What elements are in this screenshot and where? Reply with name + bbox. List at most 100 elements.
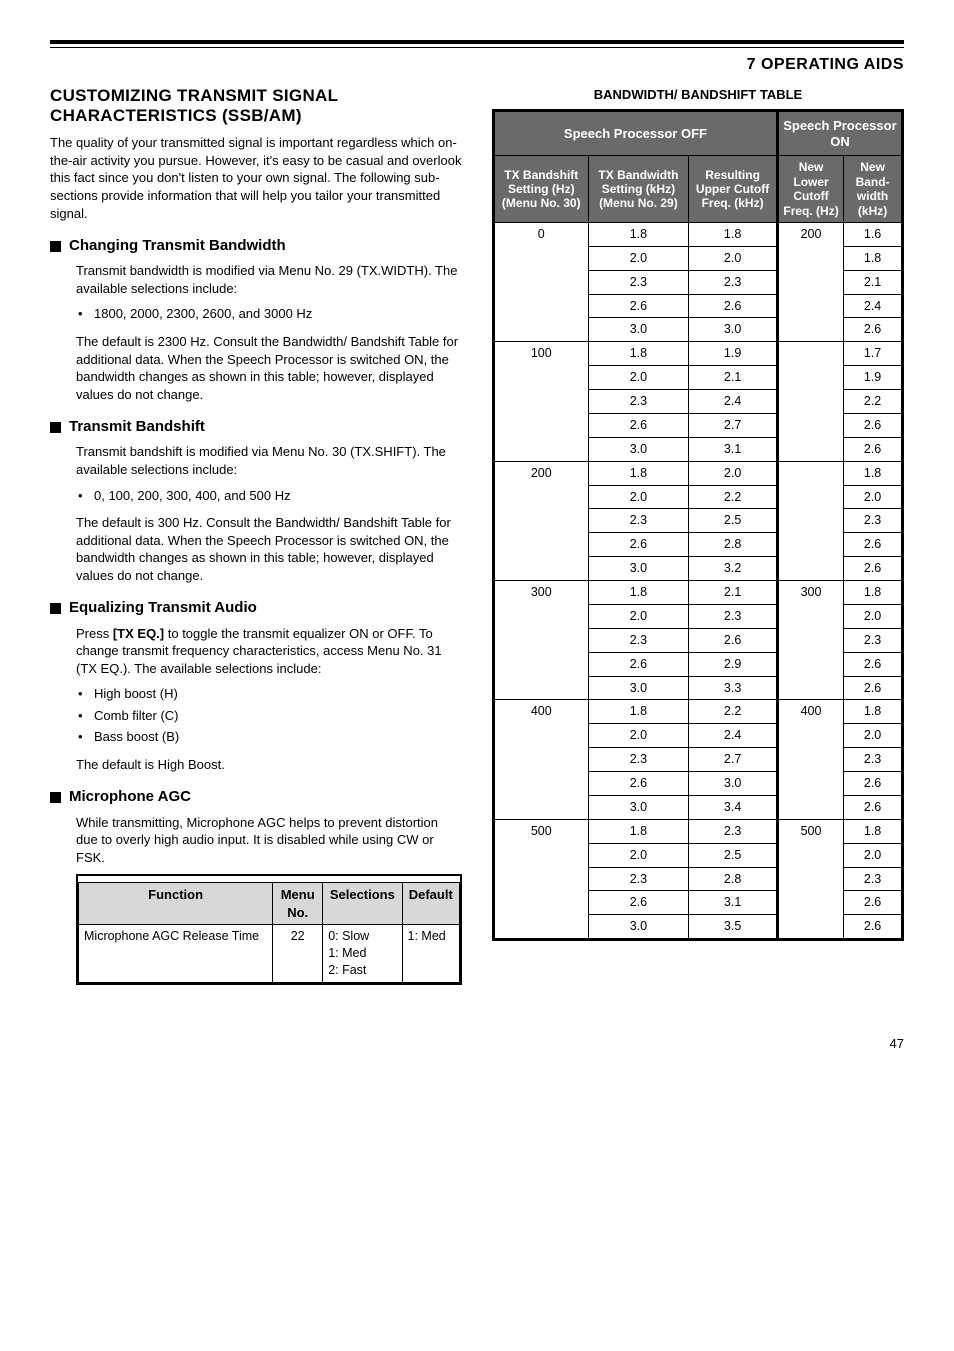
cell-new-width: 2.6 [844,772,902,796]
cell-bw: 2.0 [588,843,689,867]
subhead-eq: Equalizing Transmit Audio [50,598,462,618]
big-table-body: 01.81.82001.62.02.01.82.32.32.12.62.62.4… [495,222,902,938]
cell-bw: 2.6 [588,533,689,557]
cell-bw: 2.3 [588,509,689,533]
agc-th-sel: Selections [323,883,402,925]
cell-new-width: 1.8 [844,581,902,605]
table-row: 1001.81.91.7 [495,342,902,366]
eq-p1a: Press [76,626,113,641]
cell-result: 2.3 [689,604,778,628]
eq-body: Press [TX EQ.] to toggle the transmit eq… [76,625,462,774]
cell-bw: 1.8 [588,461,689,485]
cell-shift: 500 [495,819,589,938]
cell-result: 2.9 [689,652,778,676]
cell-new-width: 1.8 [844,461,902,485]
agc-sel: 0: Slow 1: Med 2: Fast [323,925,402,983]
bw-p2: The default is 2300 Hz. Consult the Band… [76,333,462,403]
cell-bw: 3.0 [588,557,689,581]
cell-bw: 3.0 [588,318,689,342]
agc-th-func: Function [79,883,273,925]
hdr-off-2: Resulting Upper Cutoff Freq. (kHz) [689,156,778,223]
cell-new-width: 2.6 [844,437,902,461]
cell-result: 3.0 [689,772,778,796]
cell-new-width: 2.4 [844,294,902,318]
cell-result: 2.8 [689,533,778,557]
cell-bw: 2.0 [588,246,689,270]
cell-bw: 2.6 [588,413,689,437]
cell-result: 2.0 [689,461,778,485]
cell-lower-cutoff: 300 [777,581,843,700]
cell-new-width: 2.6 [844,318,902,342]
subhead-bandshift: Transmit Bandshift [50,417,462,437]
subhead-label: Transmit Bandshift [69,417,205,437]
cell-lower-cutoff: 400 [777,700,843,819]
cell-result: 2.7 [689,413,778,437]
cell-bw: 1.8 [588,222,689,246]
subhead-agc: Microphone AGC [50,787,462,807]
square-bullet-icon [50,241,61,252]
cell-result: 2.3 [689,819,778,843]
cell-result: 3.1 [689,891,778,915]
hdr-off-0: TX Bandshift Setting (Hz) (Menu No. 30) [495,156,589,223]
bs-bullet-1: 0, 100, 200, 300, 400, and 500 Hz [76,487,462,505]
cell-bw: 1.8 [588,700,689,724]
cell-bw: 2.6 [588,891,689,915]
cell-result: 3.0 [689,318,778,342]
cell-new-width: 2.0 [844,485,902,509]
cell-shift: 400 [495,700,589,819]
cell-result: 2.1 [689,581,778,605]
cell-shift: 0 [495,222,589,341]
cell-new-width: 2.6 [844,891,902,915]
cell-bw: 2.3 [588,867,689,891]
table-row: 2001.82.01.8 [495,461,902,485]
cell-result: 3.2 [689,557,778,581]
cell-new-width: 2.1 [844,270,902,294]
section-title: CUSTOMIZING TRANSMIT SIGNAL CHARACTERIST… [50,86,462,127]
cell-new-width: 2.2 [844,390,902,414]
bw-p1: Transmit bandwidth is modified via Menu … [76,262,462,297]
eq-key: [TX EQ.] [113,626,164,641]
subhead-label: Equalizing Transmit Audio [69,598,257,618]
cell-result: 1.9 [689,342,778,366]
cell-bw: 1.8 [588,581,689,605]
cell-result: 2.5 [689,509,778,533]
bandshift-body: Transmit bandshift is modified via Menu … [76,443,462,584]
cell-result: 2.2 [689,700,778,724]
cell-shift: 300 [495,581,589,700]
eq-b2: Comb filter (C) [76,707,462,725]
big-table-caption: BANDWIDTH/ BANDSHIFT TABLE [492,86,904,104]
content-columns: CUSTOMIZING TRANSMIT SIGNAL CHARACTERIST… [50,86,904,985]
bs-p1: Transmit bandshift is modified via Menu … [76,443,462,478]
cell-bw: 2.0 [588,366,689,390]
square-bullet-icon [50,422,61,433]
cell-new-width: 2.6 [844,652,902,676]
cell-lower-cutoff: 200 [777,222,843,341]
cell-result: 3.3 [689,676,778,700]
cell-new-width: 2.0 [844,604,902,628]
cell-result: 2.7 [689,748,778,772]
cell-shift: 200 [495,461,589,580]
subhead-label: Changing Transmit Bandwidth [69,236,286,256]
agc-th-def: Default [402,883,459,925]
header-rule-thin [50,47,904,48]
intro-paragraph: The quality of your transmitted signal i… [50,134,462,222]
cell-result: 2.8 [689,867,778,891]
cell-bw: 2.3 [588,390,689,414]
cell-new-width: 1.8 [844,700,902,724]
agc-table-wrap: Function Menu No. Selections Default Mic… [76,874,462,985]
agc-menu: 22 [273,925,323,983]
cell-result: 2.6 [689,628,778,652]
header-rule-thick [50,40,904,44]
eq-p2: The default is High Boost. [76,756,462,774]
cell-result: 3.1 [689,437,778,461]
agc-func: Microphone AGC Release Time [79,925,273,983]
cell-bw: 2.3 [588,270,689,294]
cell-new-width: 2.0 [844,843,902,867]
cell-shift: 100 [495,342,589,461]
cell-result: 2.4 [689,724,778,748]
bw-bullets: 1800, 2000, 2300, 2600, and 3000 Hz [76,305,462,323]
big-table-wrap: Speech Processor OFF Speech Processor ON… [492,109,904,941]
cell-new-width: 1.9 [844,366,902,390]
table-row: 4001.82.24001.8 [495,700,902,724]
cell-bw: 2.6 [588,772,689,796]
